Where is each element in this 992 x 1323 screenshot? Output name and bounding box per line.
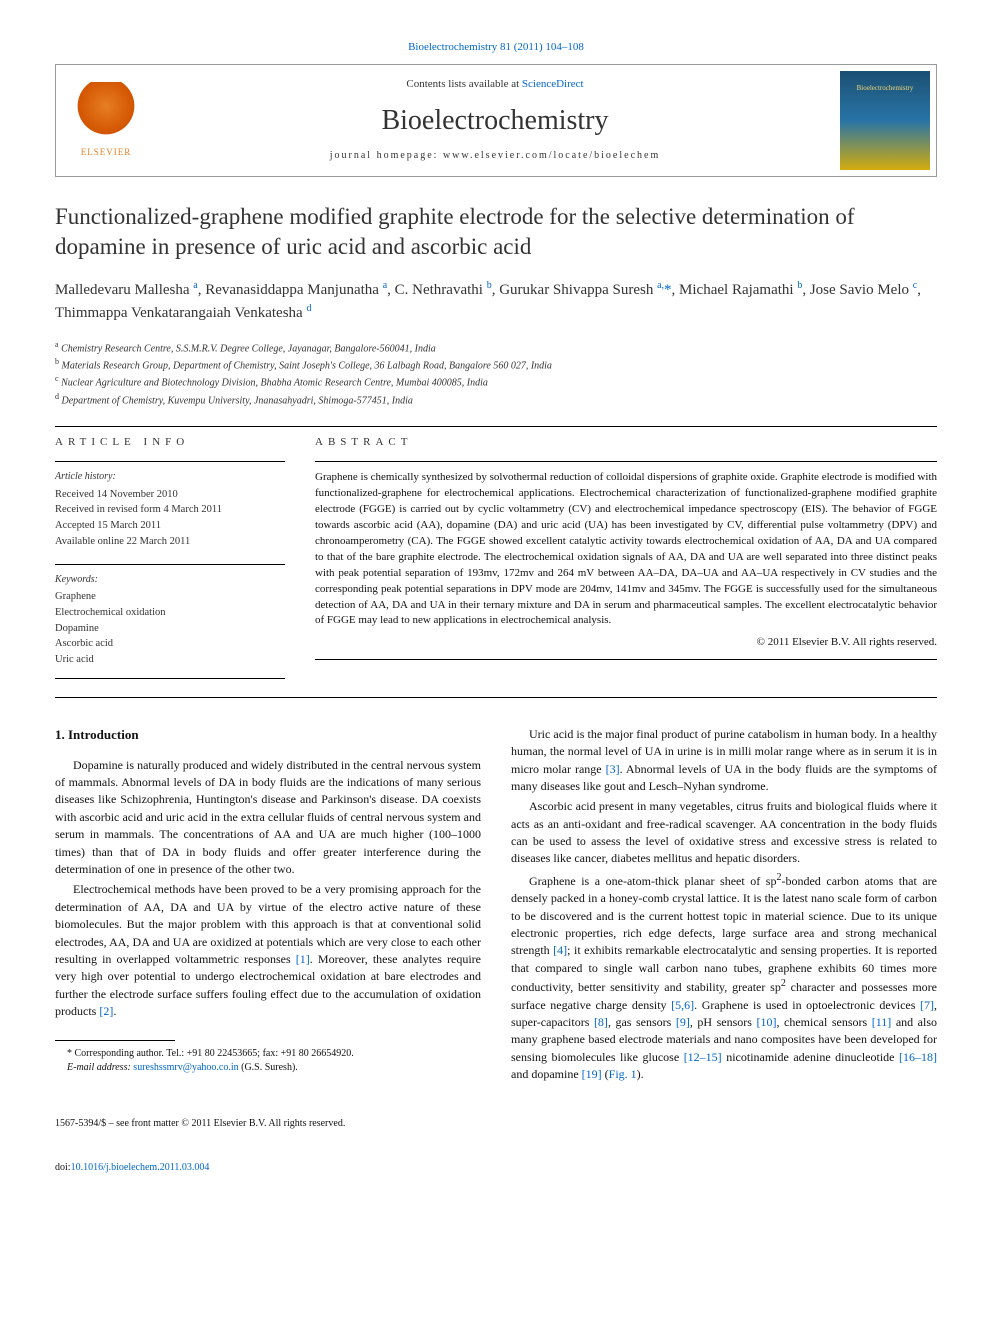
doi-prefix: doi: (55, 1162, 71, 1173)
body-right-column: Uric acid is the major final product of … (511, 726, 937, 1087)
history-list: Received 14 November 2010Received in rev… (55, 487, 285, 550)
section-rule-bottom (55, 697, 937, 698)
body-paragraph: Graphene is a one-atom-thick planar shee… (511, 871, 937, 1084)
body-left-column: 1. Introduction Dopamine is naturally pr… (55, 726, 481, 1087)
article-info-header: ARTICLE INFO (55, 435, 285, 451)
journal-homepage-line: journal homepage: www.elsevier.com/locat… (166, 149, 824, 164)
homepage-prefix: journal homepage: (330, 150, 443, 161)
article-info-column: ARTICLE INFO Article history: Received 1… (55, 435, 285, 687)
email-line: E-mail address: sureshssmrv@yahoo.co.in … (55, 1061, 481, 1075)
footnote-rule (55, 1040, 175, 1041)
section-rule-top (55, 426, 937, 427)
abstract-rule (315, 461, 937, 462)
keywords-rule-bottom (55, 678, 285, 679)
article-title: Functionalized-graphene modified graphit… (55, 202, 937, 262)
contents-prefix: Contents lists available at (406, 78, 521, 90)
journal-title: Bioelectrochemistry (166, 101, 824, 142)
email-label: E-mail address: (67, 1062, 133, 1073)
abstract-column: ABSTRACT Graphene is chemically synthesi… (315, 435, 937, 687)
corresponding-author-note: * Corresponding author. Tel.: +91 80 224… (55, 1047, 481, 1061)
footer-front-matter: 1567-5394/$ – see front matter © 2011 El… (55, 1117, 937, 1132)
abstract-rule-bottom (315, 659, 937, 660)
header-center: Contents lists available at ScienceDirec… (156, 65, 834, 176)
doi-link[interactable]: 10.1016/j.bioelechem.2011.03.004 (71, 1162, 210, 1173)
body-columns: 1. Introduction Dopamine is naturally pr… (55, 726, 937, 1087)
journal-reference-link[interactable]: Bioelectrochemistry 81 (2011) 104–108 (408, 41, 584, 53)
keywords-list: GrapheneElectrochemical oxidationDopamin… (55, 589, 285, 668)
footer-doi-line: doi:10.1016/j.bioelechem.2011.03.004 (55, 1161, 937, 1176)
elsevier-logo: ELSEVIER (56, 65, 156, 176)
abstract-copyright: © 2011 Elsevier B.V. All rights reserved… (315, 635, 937, 651)
body-paragraph: Electrochemical methods have been proved… (55, 881, 481, 1020)
body-paragraph: Uric acid is the major final product of … (511, 726, 937, 796)
journal-cover-thumbnail (840, 71, 930, 170)
affiliations-list: a Chemistry Research Centre, S.S.M.R.V. … (55, 339, 937, 408)
abstract-header: ABSTRACT (315, 435, 937, 451)
keywords-label: Keywords: (55, 573, 285, 588)
sciencedirect-link[interactable]: ScienceDirect (522, 78, 584, 90)
abstract-text: Graphene is chemically synthesized by so… (315, 470, 937, 629)
history-label: Article history: (55, 470, 285, 485)
info-rule (55, 461, 285, 462)
elsevier-tree-icon (76, 82, 136, 142)
elsevier-label: ELSEVIER (81, 146, 132, 159)
body-paragraph: Dopamine is naturally produced and widel… (55, 757, 481, 879)
corresponding-email-link[interactable]: sureshssmrv@yahoo.co.in (133, 1062, 238, 1073)
journal-header-box: ELSEVIER Contents lists available at Sci… (55, 64, 937, 177)
homepage-url: www.elsevier.com/locate/bioelechem (443, 150, 660, 161)
journal-reference-line: Bioelectrochemistry 81 (2011) 104–108 (55, 40, 937, 56)
email-suffix: (G.S. Suresh). (239, 1062, 298, 1073)
authors-list: Malledevaru Mallesha a, Revanasiddappa M… (55, 278, 937, 325)
keywords-rule (55, 564, 285, 565)
body-paragraph: Ascorbic acid present in many vegetables… (511, 798, 937, 868)
sciencedirect-line: Contents lists available at ScienceDirec… (166, 77, 824, 93)
intro-heading: 1. Introduction (55, 726, 481, 745)
